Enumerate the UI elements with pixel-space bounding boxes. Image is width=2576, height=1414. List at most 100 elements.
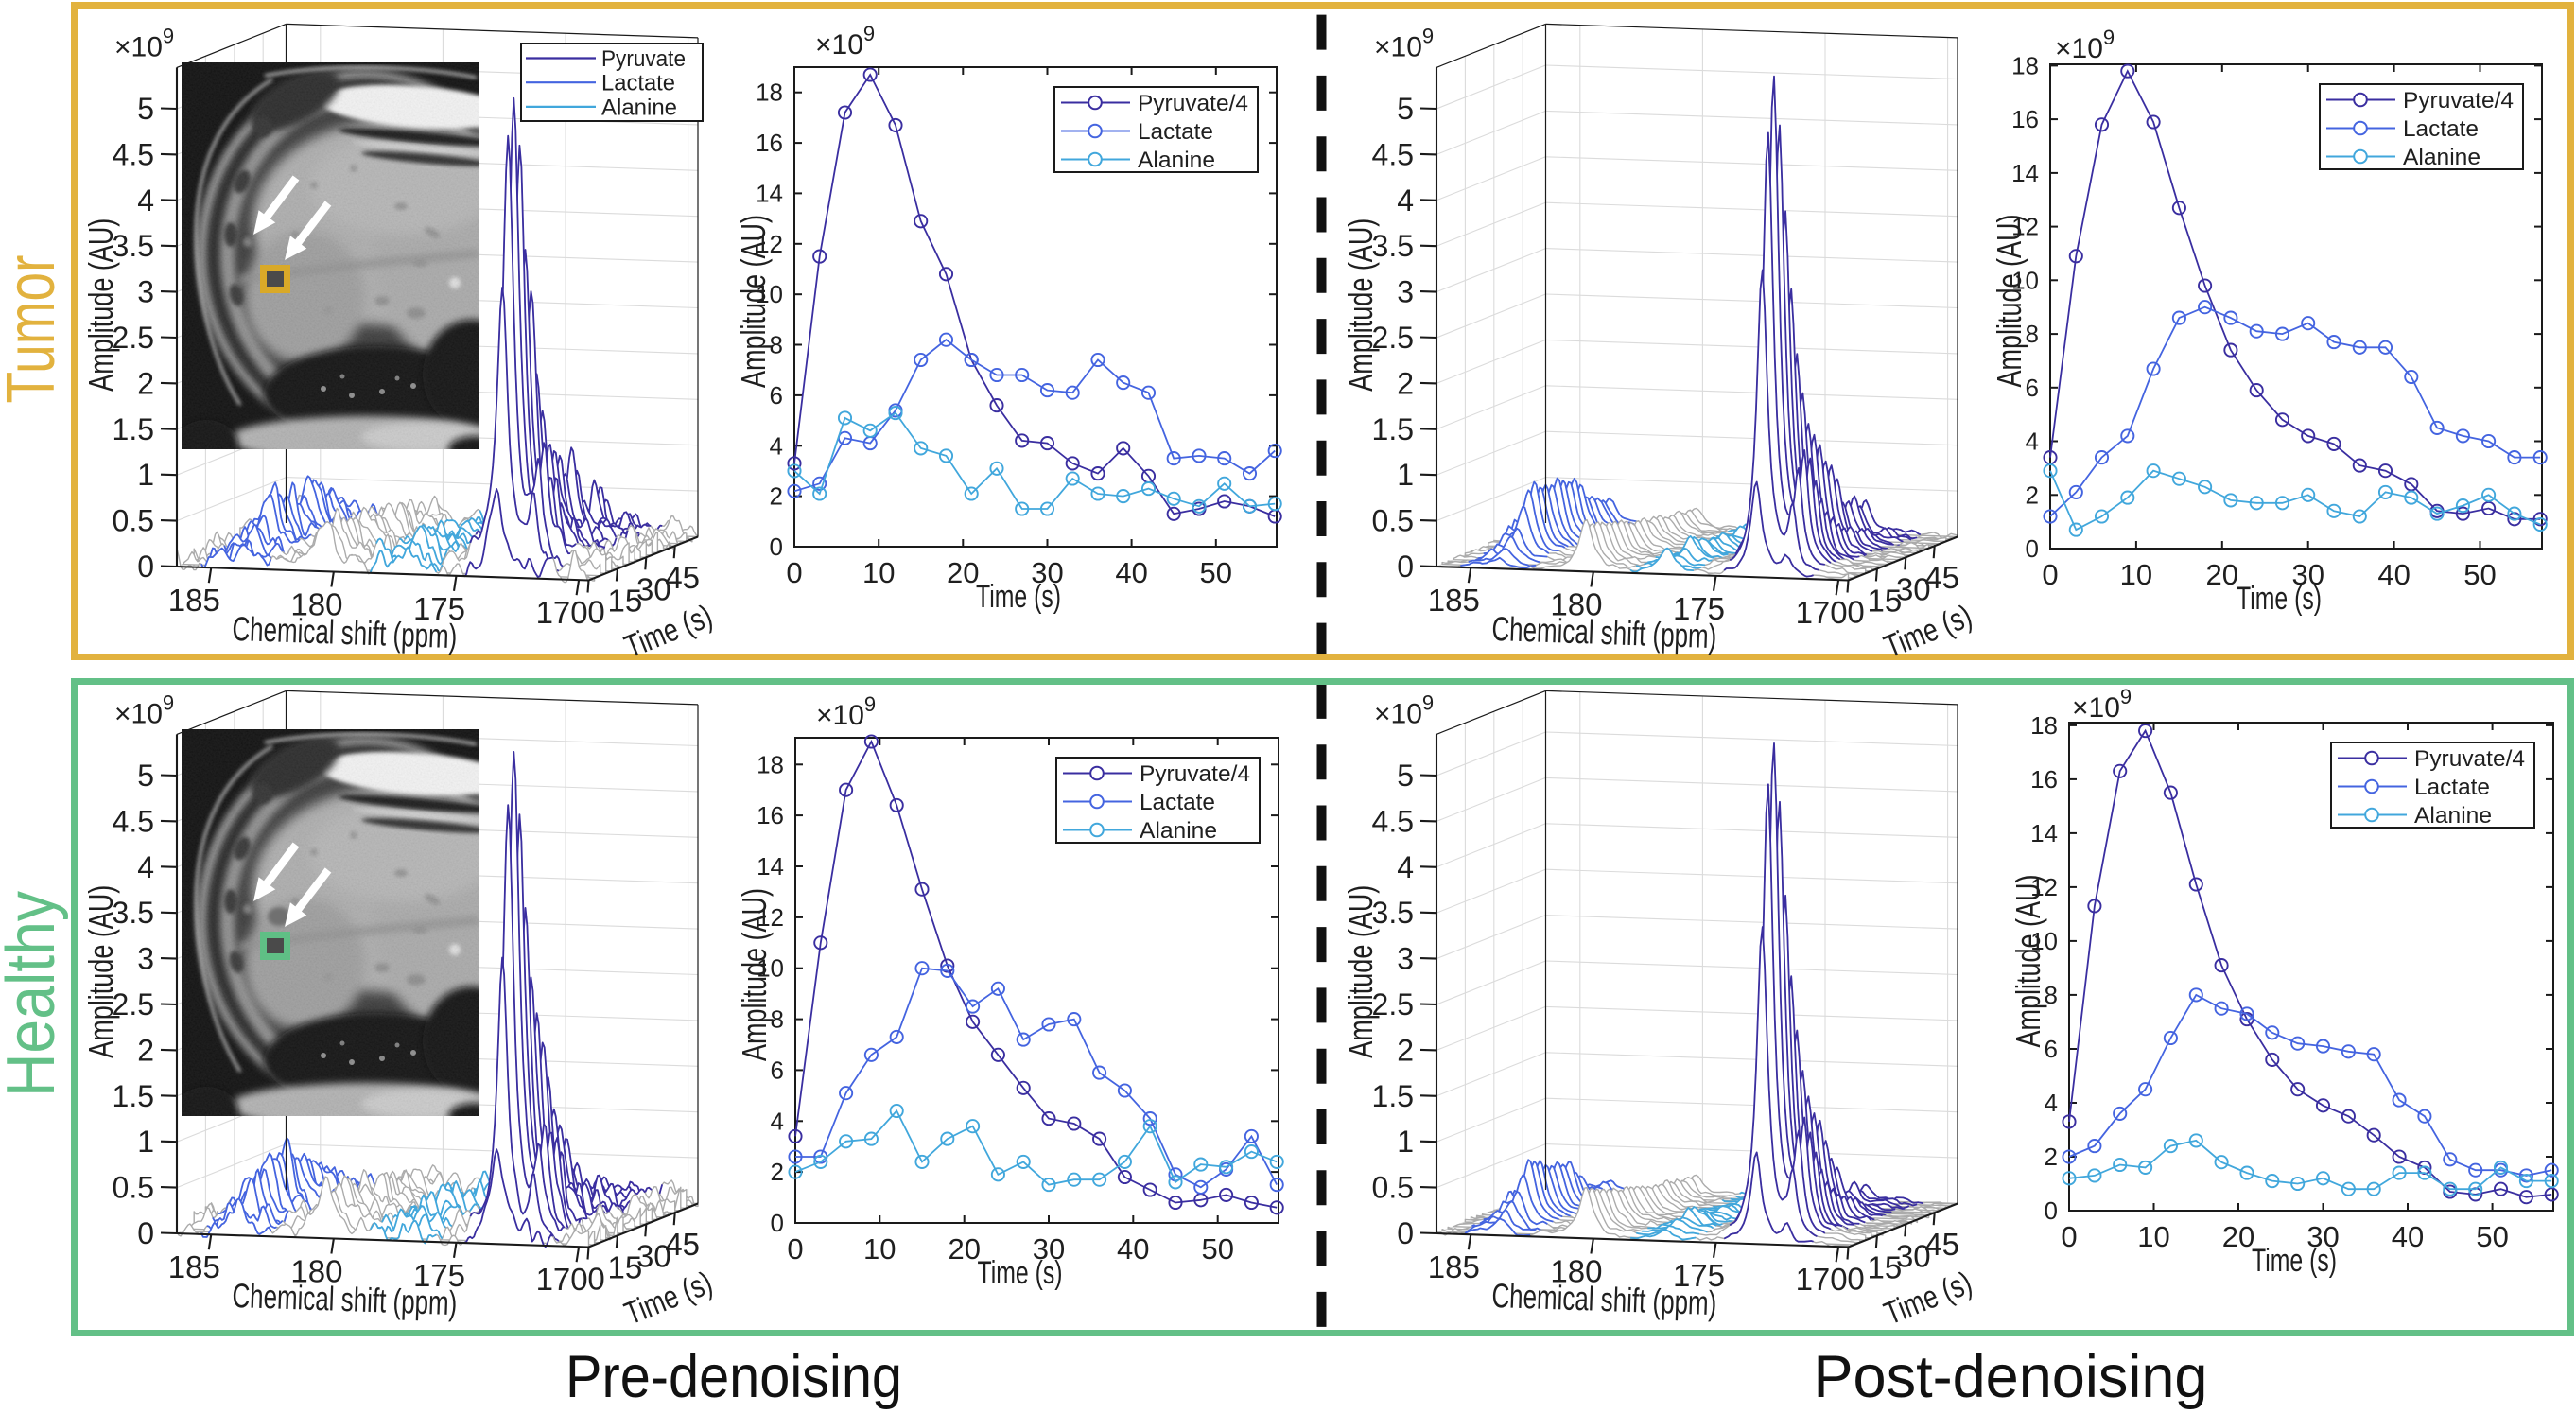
svg-text:14: 14 [756,179,783,207]
svg-text:0: 0 [2061,1220,2077,1253]
svg-text:15: 15 [1868,583,1903,618]
svg-text:Alanine: Alanine [2414,803,2492,829]
svg-text:175: 175 [1673,1258,1725,1293]
svg-text:14: 14 [2011,159,2039,187]
svg-text:12: 12 [756,230,783,258]
svg-text:45: 45 [665,560,700,595]
svg-text:1: 1 [137,1125,154,1159]
svg-text:Chemical shift (ppm): Chemical shift (ppm) [232,609,458,655]
svg-text:45: 45 [1924,1227,1959,1262]
svg-text:18: 18 [2030,711,2058,740]
svg-text:4: 4 [137,183,154,218]
svg-text:0.5: 0.5 [113,1171,154,1205]
svg-text:180: 180 [290,1254,342,1289]
svg-text:0: 0 [1397,1216,1414,1250]
svg-text:4: 4 [2045,1089,2058,1117]
svg-text:4: 4 [2026,428,2039,456]
svg-text:45: 45 [665,1227,700,1262]
svg-text:40: 40 [1117,1232,1149,1266]
svg-text:185: 185 [168,1249,220,1284]
svg-text:Lactate: Lactate [1138,119,1213,145]
svg-text:Lactate: Lactate [2414,775,2490,800]
svg-text:1: 1 [1397,1125,1414,1159]
svg-text:8: 8 [771,1005,784,1034]
svg-text:0: 0 [2045,1196,2058,1225]
svg-text:Pyruvate: Pyruvate [601,46,686,72]
svg-text:10: 10 [2011,266,2039,294]
svg-text:Alanine: Alanine [1138,148,1215,173]
svg-text:6: 6 [771,1056,784,1084]
svg-text:4.5: 4.5 [1372,137,1414,171]
svg-text:3.5: 3.5 [1372,229,1414,263]
svg-text:2: 2 [771,1158,784,1186]
svg-text:4: 4 [770,431,783,460]
svg-text:40: 40 [1115,556,1147,589]
svg-text:30: 30 [2291,558,2324,591]
svg-text:3: 3 [137,942,154,976]
svg-text:2: 2 [1397,366,1414,400]
svg-text:40: 40 [2377,558,2410,591]
svg-text:Amplitude (AU): Amplitude (AU) [2009,875,2047,1048]
svg-text:0: 0 [1847,595,1864,630]
svg-text:Pyruvate/4: Pyruvate/4 [1138,91,1248,116]
svg-text:Time (s): Time (s) [2237,581,2322,617]
svg-text:2: 2 [1397,1033,1414,1067]
svg-text:Lactate: Lactate [1140,790,1215,815]
svg-text:1.5: 1.5 [1372,1079,1414,1113]
svg-text:12: 12 [2030,873,2058,901]
svg-text:Lactate: Lactate [601,71,675,96]
svg-text:Post-denoising: Post-denoising [1814,1344,2208,1409]
svg-text:170: 170 [536,1262,588,1297]
svg-text:4: 4 [1397,183,1414,218]
svg-text:0: 0 [2042,558,2058,591]
svg-text:30: 30 [1033,1232,1065,1266]
svg-text:Amplitude (AU): Amplitude (AU) [1341,885,1380,1058]
svg-text:185: 185 [1428,583,1480,618]
svg-text:50: 50 [2476,1220,2508,1253]
svg-text:Amplitude (AU): Amplitude (AU) [81,218,120,392]
svg-text:3: 3 [137,275,154,309]
svg-text:0: 0 [787,1232,803,1266]
svg-text:Chemical shift (ppm): Chemical shift (ppm) [1491,609,1717,655]
svg-text:14: 14 [757,852,784,881]
svg-text:2: 2 [770,482,783,511]
svg-text:0: 0 [587,595,604,630]
svg-text:3: 3 [1397,275,1414,309]
svg-text:Pyruvate/4: Pyruvate/4 [2403,88,2514,113]
svg-text:10: 10 [2030,927,2058,955]
svg-text:3.5: 3.5 [1372,896,1414,930]
svg-text:175: 175 [1673,591,1725,626]
svg-text:0: 0 [137,550,154,584]
svg-text:2: 2 [2045,1143,2058,1171]
svg-text:0: 0 [137,1216,154,1250]
svg-text:6: 6 [2026,374,2039,402]
svg-text:3.5: 3.5 [113,229,154,263]
svg-text:8: 8 [770,331,783,359]
svg-text:30: 30 [636,571,671,606]
svg-text:15: 15 [608,1249,643,1284]
svg-text:Alanine: Alanine [601,95,677,120]
svg-text:Pyruvate/4: Pyruvate/4 [1140,761,1250,787]
svg-text:2: 2 [137,366,154,400]
svg-text:185: 185 [168,583,220,618]
svg-text:1.5: 1.5 [1372,412,1414,446]
svg-text:Time (s): Time (s) [978,1255,1063,1291]
svg-text:18: 18 [2011,51,2039,79]
svg-text:50: 50 [2463,558,2496,591]
svg-text:50: 50 [1201,1232,1233,1266]
svg-text:4: 4 [137,850,154,884]
svg-text:8: 8 [2026,320,2039,348]
svg-text:Tumor: Tumor [0,255,69,404]
svg-text:12: 12 [2011,213,2039,241]
svg-text:175: 175 [413,591,465,626]
svg-text:4: 4 [771,1107,784,1135]
svg-text:16: 16 [2011,105,2039,133]
svg-text:0.5: 0.5 [113,504,154,538]
svg-text:10: 10 [757,954,784,983]
svg-text:0: 0 [587,1262,604,1297]
svg-text:185: 185 [1428,1249,1480,1284]
svg-text:12: 12 [757,903,784,932]
svg-text:45: 45 [1924,560,1959,595]
svg-text:30: 30 [636,1238,671,1273]
svg-text:180: 180 [1550,1254,1602,1289]
